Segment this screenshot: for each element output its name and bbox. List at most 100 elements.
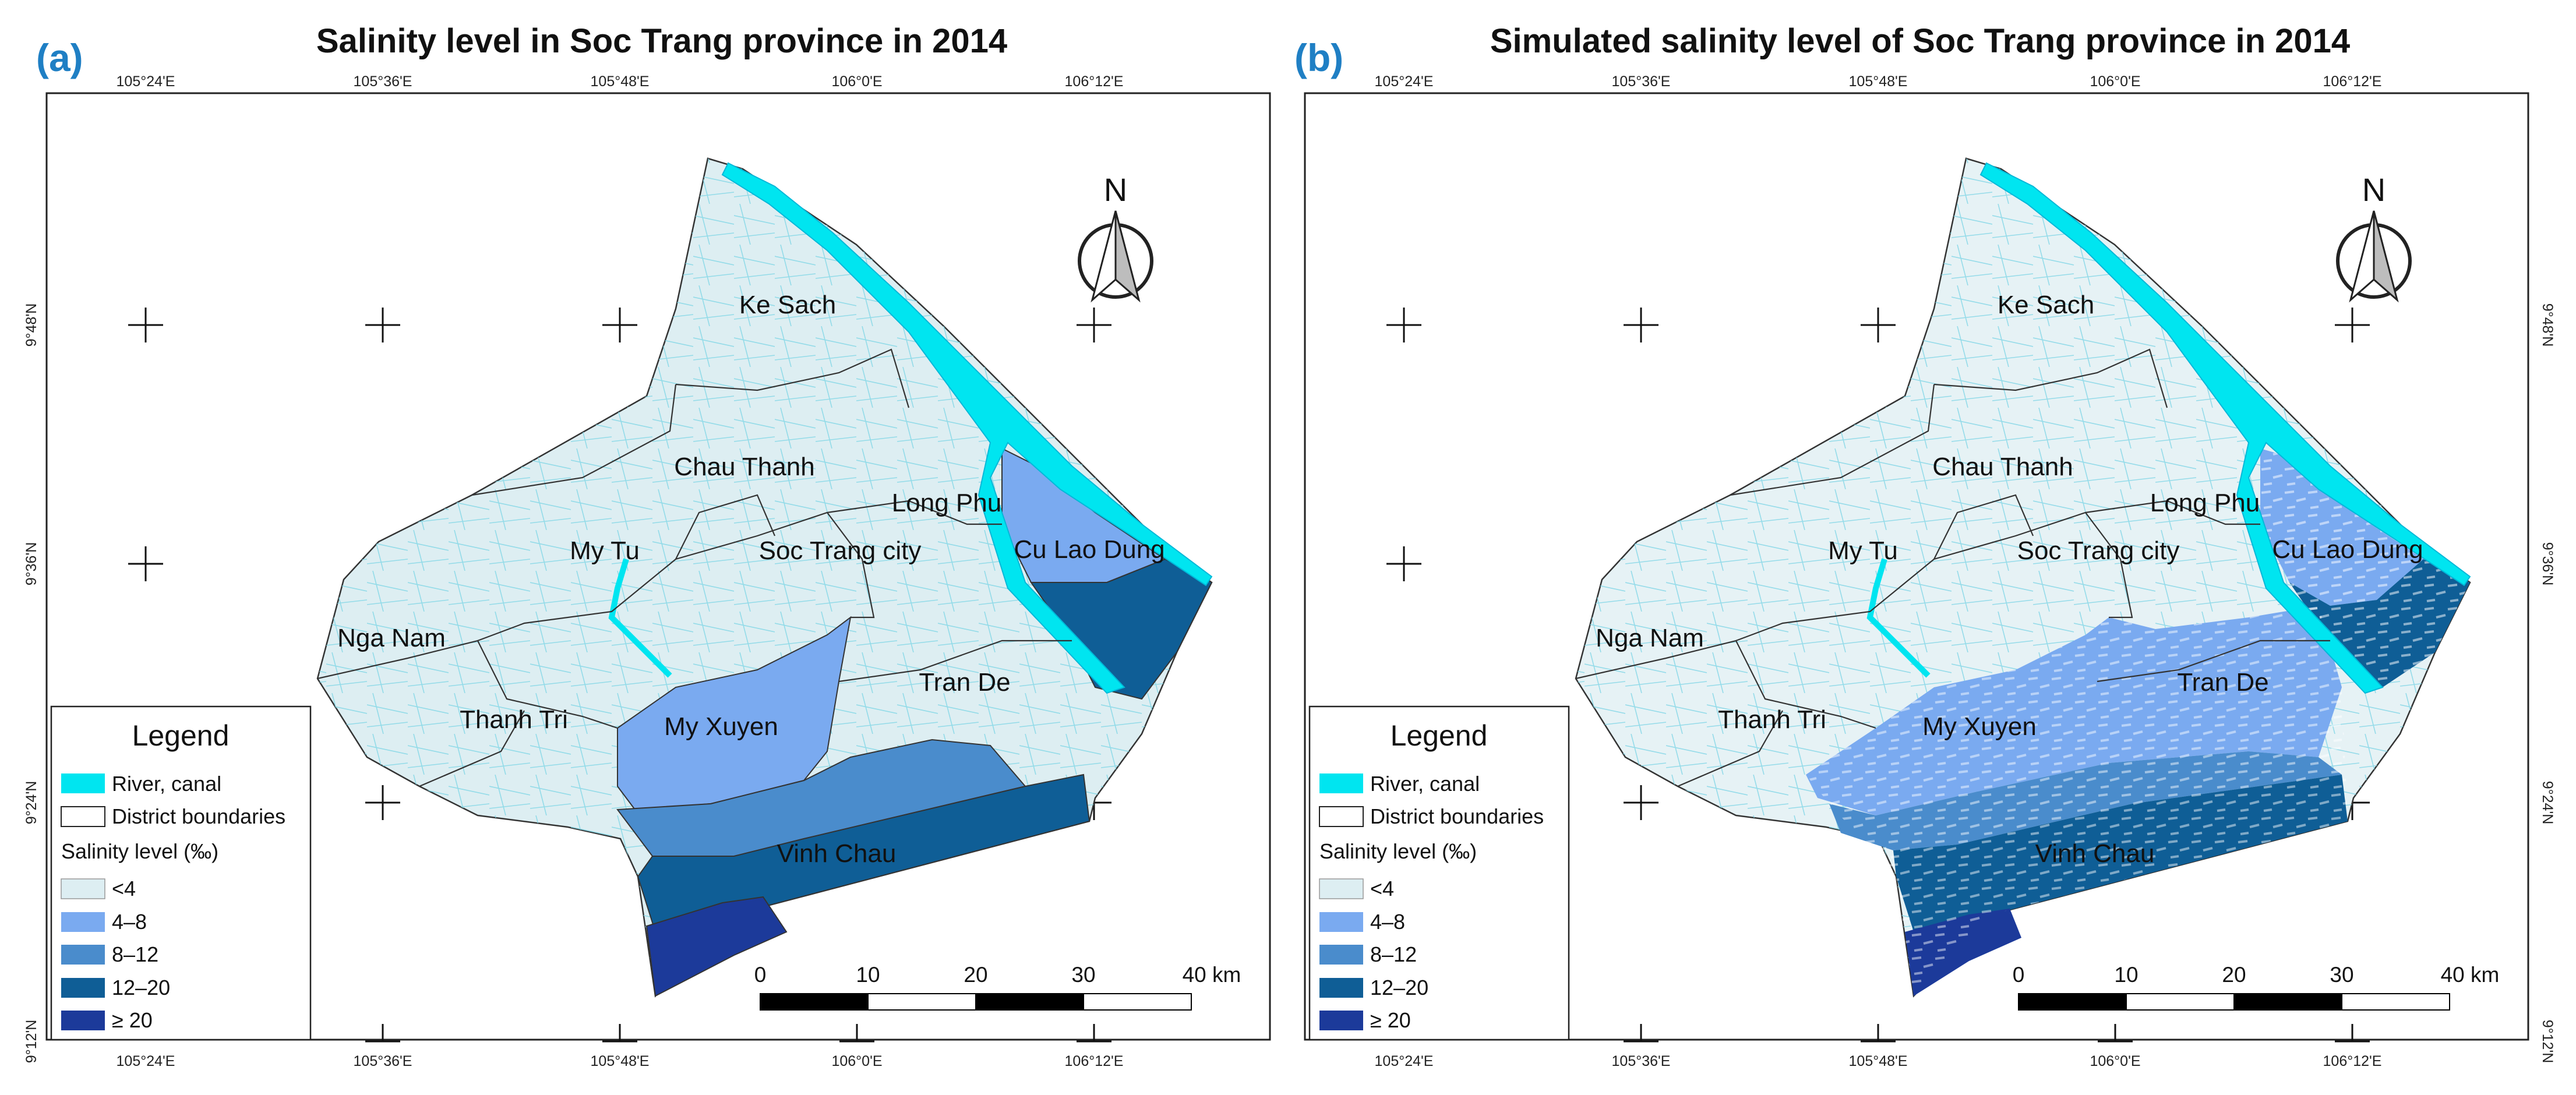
svg-text:10: 10 — [856, 963, 880, 987]
district-label: Soc Trang city — [759, 536, 922, 565]
panel-b: (b) Simulated salinity level of Soc Tran… — [1294, 22, 2556, 1069]
lon-label: 105°24'E — [1375, 73, 1434, 90]
district-label: Tran De — [919, 668, 1010, 697]
canal-my-tu — [608, 558, 672, 678]
legend-swatch — [61, 978, 105, 998]
svg-text:N: N — [1104, 171, 1127, 208]
svg-text:10: 10 — [2114, 963, 2138, 987]
legend-title: Legend — [1391, 719, 1488, 752]
svg-text:N: N — [2362, 171, 2386, 208]
legend-class-label: 4–8 — [1370, 910, 1405, 934]
lon-label: 105°48'E — [591, 73, 650, 90]
hau-river — [721, 162, 1213, 694]
legend-class-label: 4–8 — [112, 910, 147, 934]
zone-20-plus — [645, 896, 788, 997]
lon-label: 106°0'E — [2090, 73, 2140, 90]
svg-text:20: 20 — [964, 963, 987, 987]
district-label: Vinh Chau — [777, 839, 897, 868]
hau-river — [1979, 162, 2471, 694]
lon-label: 106°12'E — [1065, 1053, 1124, 1069]
legend-class-label: 8–12 — [112, 942, 158, 966]
north-arrow-icon: N — [2336, 171, 2412, 303]
legend-swatch-boundary — [61, 806, 105, 827]
lon-label: 105°36'E — [1612, 73, 1671, 90]
legend-swatch — [1319, 978, 1363, 998]
lon-label: 105°24'E — [117, 73, 175, 90]
lon-label: 106°0'E — [831, 73, 882, 90]
svg-text:40 km: 40 km — [1183, 963, 1241, 987]
district-label: Long Phu — [892, 489, 1001, 517]
legend-swatch — [61, 945, 105, 965]
panel-a: (a) Salinity level in Soc Trang province… — [23, 22, 1271, 1069]
zone-4-8-my-xuyen — [617, 616, 852, 811]
lon-label: 106°0'E — [831, 1053, 882, 1069]
panel-a-title: Salinity level in Soc Trang province in … — [316, 22, 1007, 60]
district-label: My Tu — [570, 536, 640, 565]
legend-river-label: River, canal — [1370, 772, 1480, 796]
legend-swatch — [1319, 1011, 1363, 1030]
lon-label: 106°12'E — [2323, 1053, 2382, 1069]
district-label: My Xuyen — [664, 712, 778, 741]
legend: Legend River, canal District boundaries … — [1308, 705, 1570, 1041]
district-label: Long Phu — [2150, 489, 2260, 517]
lon-label: 105°36'E — [354, 1053, 412, 1069]
svg-text:0: 0 — [754, 963, 767, 987]
legend-river-label: River, canal — [112, 772, 221, 796]
lat-label: 9°48'N — [23, 303, 40, 347]
legend-salinity-title: Salinity level (‰) — [61, 839, 218, 863]
lat-label: 9°36'N — [23, 542, 40, 586]
svg-text:20: 20 — [2222, 963, 2246, 987]
district-label: Thanh Tri — [1718, 705, 1826, 734]
scale-bar: 0 10 20 30 40 km — [2013, 963, 2500, 1011]
panel-b-label: (b) — [1294, 36, 1343, 79]
legend-class-label: ≥ 20 — [1370, 1008, 1411, 1032]
panel-b-title: Simulated salinity level of Soc Trang pr… — [1490, 22, 2350, 60]
svg-text:30: 30 — [1071, 963, 1095, 987]
district-label: Ke Sach — [739, 291, 836, 319]
sim-speckle — [1806, 606, 2348, 996]
district-label: Chau Thanh — [674, 453, 814, 481]
lat-label: 9°12'N — [23, 1020, 40, 1064]
district-label: Cu Lao Dung — [1014, 535, 1165, 564]
panel-a-label: (a) — [36, 36, 83, 79]
district-boundaries — [317, 348, 1072, 787]
lon-label: 105°36'E — [354, 73, 412, 90]
legend-boundary-label: District boundaries — [1370, 804, 1544, 828]
legend-class-label: <4 — [112, 877, 136, 900]
legend-boundary-label: District boundaries — [112, 804, 285, 828]
lat-label: 9°24'N — [23, 781, 40, 825]
lon-label: 105°48'E — [1849, 73, 1908, 90]
lon-label: 105°48'E — [591, 1053, 650, 1069]
lon-label: 105°24'E — [117, 1053, 175, 1069]
lon-label: 106°12'E — [2323, 73, 2382, 90]
district-label: Cu Lao Dung — [2272, 535, 2423, 564]
svg-text:40 km: 40 km — [2441, 963, 2500, 987]
lat-label: 9°12'N — [2539, 1020, 2556, 1064]
district-label: Nga Nam — [1596, 624, 1704, 652]
district-label: Chau Thanh — [1932, 453, 2073, 481]
legend-class-label: ≥ 20 — [112, 1008, 153, 1032]
legend-swatch — [1319, 945, 1363, 965]
district-label: Thanh Tri — [460, 705, 568, 734]
lon-label: 106°12'E — [1065, 73, 1124, 90]
district-label: Ke Sach — [1998, 291, 2094, 319]
scale-bar: 0 10 20 30 40 km — [754, 963, 1241, 1011]
zone-12-20-south — [637, 773, 1091, 933]
legend-class-label: <4 — [1370, 877, 1394, 900]
legend-swatch — [61, 878, 105, 899]
legend-swatch-river — [61, 773, 105, 793]
lat-label: 9°36'N — [2539, 542, 2556, 586]
lat-label: 9°48'N — [2539, 303, 2556, 347]
lat-label: 9°24'N — [2539, 781, 2556, 825]
district-boundaries — [1575, 348, 2330, 787]
legend-class-label: 12–20 — [112, 976, 170, 999]
lon-label: 106°0'E — [2090, 1053, 2140, 1069]
north-arrow-icon: N — [1078, 171, 1153, 303]
legend-class-label: 8–12 — [1370, 942, 1417, 966]
district-label: My Tu — [1828, 536, 1898, 565]
svg-text:0: 0 — [2013, 963, 2025, 987]
legend-title: Legend — [132, 719, 230, 752]
lon-label: 105°48'E — [1849, 1053, 1908, 1069]
canal-my-tu — [1866, 558, 1931, 678]
